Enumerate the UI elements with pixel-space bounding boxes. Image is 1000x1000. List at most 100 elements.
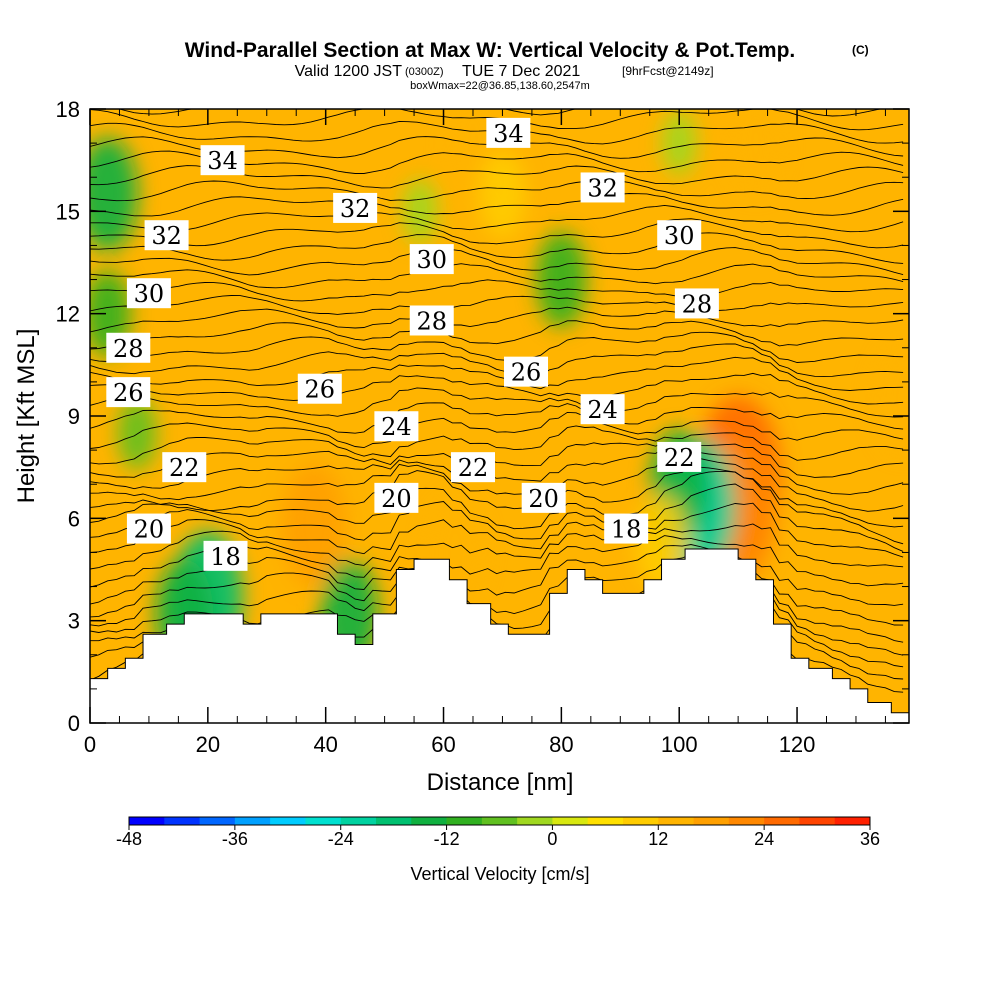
- svg-text:26: 26: [113, 379, 144, 407]
- svg-text:15: 15: [56, 199, 80, 224]
- colorbar-swatch: [728, 817, 765, 825]
- velocity-feature-9: [90, 137, 138, 252]
- x-axis: 0 20 40 60 80 100 120: [84, 109, 886, 757]
- svg-text:-12: -12: [434, 829, 460, 849]
- contour-label: 26: [106, 377, 151, 408]
- valid-date-label: TUE 7 Dec 2021: [462, 63, 580, 80]
- theta-contour-line: [90, 502, 904, 558]
- svg-text:30: 30: [664, 222, 695, 250]
- colorbar-frame: [128, 816, 871, 826]
- svg-text:18: 18: [611, 516, 642, 544]
- colorbar-tick: -12: [434, 825, 460, 849]
- theta-contour-line: [90, 343, 904, 377]
- svg-text:22: 22: [458, 454, 489, 482]
- contour-label: 32: [580, 172, 625, 203]
- svg-text:26: 26: [511, 359, 542, 387]
- theta-contour-line: [90, 193, 904, 217]
- theta-contour-line: [90, 179, 904, 202]
- theta-contour-line: [90, 483, 904, 552]
- theta-contour-line: [90, 470, 904, 545]
- svg-text:22: 22: [169, 454, 200, 482]
- velocity-feature-13: [729, 109, 783, 194]
- svg-text:80: 80: [549, 732, 573, 757]
- theta-contour-line: [90, 456, 904, 512]
- theta-contour-line: [90, 411, 904, 449]
- contour-labels: 34 34 32 32 32 30 30 30 28 28 28 26 26 26 24 24 22 22 22 20…: [106, 117, 719, 571]
- colorbar-swatch: [234, 817, 271, 825]
- contour-label: 24: [580, 394, 625, 425]
- contour-label: 26: [504, 356, 549, 387]
- colorbar-swatch: [481, 817, 518, 825]
- theta-contour-line: [90, 295, 904, 315]
- x-tick: 60: [431, 109, 456, 757]
- colorbar-tick: 36: [860, 825, 880, 849]
- theta-contour-line: [90, 402, 904, 434]
- colorbar-swatch: [411, 817, 448, 825]
- colorbar-swatch: [129, 817, 165, 825]
- svg-text:32: 32: [587, 174, 618, 202]
- contour-label: 24: [374, 411, 419, 442]
- colorbar-swatch: [623, 817, 659, 825]
- velocity-feature-14: [874, 344, 909, 454]
- theta-contour-line: [90, 247, 904, 276]
- svg-text:24: 24: [754, 829, 774, 849]
- colorbar-swatch: [376, 817, 412, 825]
- contour-label: 20: [126, 513, 171, 544]
- theta-contour-line: [90, 263, 904, 289]
- colorbar-swatches: [129, 817, 871, 825]
- svg-text:20: 20: [196, 732, 220, 757]
- box-wmax-label: boxWmax=22@36.85,138.60,2547m: [410, 80, 590, 92]
- svg-text:-24: -24: [328, 829, 354, 849]
- svg-text:20: 20: [134, 516, 165, 544]
- colorbar-swatch: [799, 817, 836, 825]
- colorbar-swatch: [517, 817, 553, 825]
- svg-text:30: 30: [134, 280, 165, 308]
- colorbar-swatch: [552, 817, 589, 825]
- theta-contour-line: [90, 442, 904, 478]
- theta-contour-line: [90, 218, 904, 249]
- plot-area: 34 34 32 32 32 30 30 30 28 28 28 26 26 26 24 24 22 22 22 20…: [90, 109, 909, 723]
- svg-text:20: 20: [528, 485, 559, 513]
- svg-text:100: 100: [661, 732, 698, 757]
- svg-text:32: 32: [151, 222, 182, 250]
- colorbar-tick: 12: [648, 825, 668, 849]
- copyright-mark: (C): [852, 43, 869, 57]
- colorbar-tick: 24: [754, 825, 774, 849]
- colorbar-swatch: [587, 817, 624, 825]
- colorbar-tick: -24: [328, 825, 354, 849]
- theta-contour-line: [90, 204, 904, 233]
- contour-label: 30: [126, 278, 171, 309]
- colorbar-swatch: [340, 817, 377, 825]
- colorbar-swatch: [834, 817, 871, 825]
- colorbar-swatch: [305, 817, 342, 825]
- svg-text:9: 9: [68, 404, 80, 429]
- theta-contour-line: [90, 331, 904, 363]
- x-tick: 20: [196, 109, 220, 757]
- contour-label: 26: [297, 373, 342, 404]
- svg-text:22: 22: [664, 444, 695, 472]
- x-tick: 0: [84, 109, 96, 757]
- contour-label: 20: [521, 482, 566, 513]
- colorbar-swatch: [764, 817, 800, 825]
- y-tick: 12: [56, 302, 909, 327]
- svg-text:12: 12: [56, 302, 80, 327]
- colorbar-swatch: [693, 817, 730, 825]
- contour-label: 30: [409, 244, 454, 274]
- theta-contour-line: [90, 387, 904, 418]
- y-tick: 9: [68, 404, 909, 429]
- svg-text:20: 20: [381, 485, 412, 513]
- colorbar: -48 -36 -24 -12 0 12 24 36 Vertical Velocity [c…: [116, 816, 880, 884]
- terrain-silhouette: [90, 548, 909, 723]
- velocity-feature-18: [661, 110, 697, 176]
- colorbar-tick: 0: [547, 825, 557, 849]
- x-tick: 40: [313, 109, 338, 757]
- colorbar-tick: -36: [222, 825, 248, 849]
- contour-label: 28: [674, 288, 719, 319]
- svg-text:12: 12: [648, 829, 668, 849]
- contour-label: 30: [657, 220, 702, 251]
- svg-text:34: 34: [207, 147, 238, 175]
- svg-text:28: 28: [113, 335, 144, 363]
- y-tick: 6: [68, 506, 909, 531]
- colorbar-label: Vertical Velocity [cm/s]: [410, 864, 589, 884]
- theta-contour-line: [90, 425, 904, 465]
